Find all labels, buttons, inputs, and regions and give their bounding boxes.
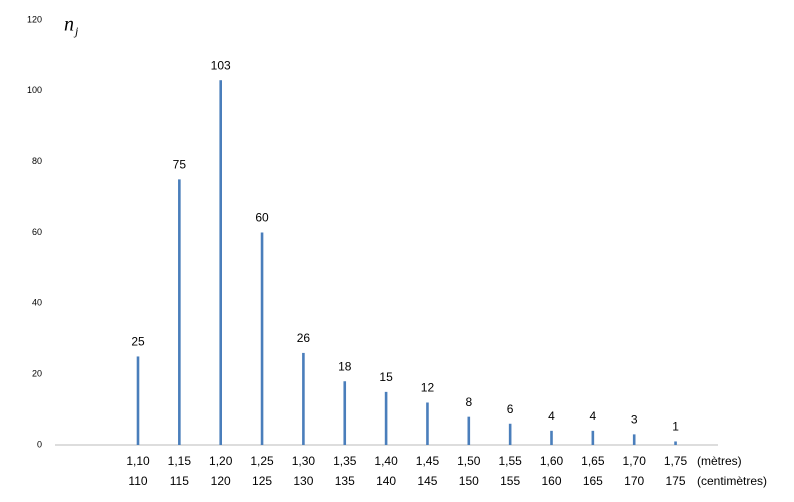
x-tick-label-secondary: 160 xyxy=(541,474,561,488)
x-tick-label: 1,15 xyxy=(168,454,192,468)
data-label: 4 xyxy=(590,409,597,423)
data-label: 3 xyxy=(631,413,638,427)
bar xyxy=(219,80,222,445)
x-unit-label: (mètres) xyxy=(697,454,742,468)
bar xyxy=(302,352,305,445)
x-tick-label-secondary: 150 xyxy=(459,474,479,488)
x-tick-label: 1,60 xyxy=(540,454,564,468)
x-tick-label-secondary: 175 xyxy=(666,474,686,488)
bar xyxy=(426,402,429,445)
x-tick-label: 1,10 xyxy=(126,454,150,468)
x-tick-label-secondary: 110 xyxy=(128,474,147,488)
data-label: 60 xyxy=(255,211,269,225)
data-label: 103 xyxy=(211,58,231,72)
x-tick-label-secondary: 115 xyxy=(170,474,189,488)
x-tick-label-secondary: 165 xyxy=(583,474,603,488)
data-label: 18 xyxy=(338,359,352,373)
bar xyxy=(632,434,636,445)
y-tick-label: 60 xyxy=(32,227,42,237)
x-tick-label: 1,75 xyxy=(664,454,688,468)
y-tick-label: 0 xyxy=(37,439,42,449)
bar xyxy=(136,356,140,445)
data-label: 8 xyxy=(465,395,472,409)
data-label: 26 xyxy=(297,331,311,345)
x-tick-label: 1,40 xyxy=(374,454,398,468)
x-tick-label-secondary: 145 xyxy=(417,474,437,488)
data-label: 4 xyxy=(548,409,555,423)
x-tick-label-secondary: 130 xyxy=(293,474,313,488)
y-tick-label: 80 xyxy=(32,156,42,166)
x-tick-label: 1,45 xyxy=(416,454,440,468)
y-tick-label: 100 xyxy=(27,85,42,95)
x-tick-label: 1,55 xyxy=(498,454,522,468)
bar xyxy=(591,430,595,445)
bar xyxy=(467,416,471,445)
x-tick-label: 1,25 xyxy=(250,454,274,468)
x-tick-label: 1,65 xyxy=(581,454,605,468)
y-axis-label-subscript: j xyxy=(73,24,79,38)
y-tick-label: 40 xyxy=(32,298,42,308)
data-label: 6 xyxy=(507,402,514,416)
bar xyxy=(384,391,388,445)
bar xyxy=(343,381,347,445)
x-tick-label: 1,50 xyxy=(457,454,481,468)
x-tick-label: 1,20 xyxy=(209,454,233,468)
bar xyxy=(178,179,181,445)
y-axis-label: n xyxy=(64,14,74,36)
x-tick-label-secondary: 140 xyxy=(376,474,396,488)
data-label: 1 xyxy=(672,420,679,434)
y-tick-label: 120 xyxy=(27,14,42,24)
x-tick-label-secondary: 170 xyxy=(624,474,644,488)
bar xyxy=(674,441,677,445)
x-tick-label-secondary: 135 xyxy=(335,474,355,488)
x-tick-label: 1,35 xyxy=(333,454,357,468)
x-tick-label-secondary: 155 xyxy=(500,474,520,488)
x-unit-label: (centimètres) xyxy=(697,474,767,488)
data-label: 15 xyxy=(379,370,393,384)
data-label: 25 xyxy=(131,335,145,349)
data-label: 75 xyxy=(173,158,187,172)
x-tick-label: 1,70 xyxy=(623,454,647,468)
bar xyxy=(260,232,264,445)
bar xyxy=(508,423,512,445)
x-tick-label-secondary: 120 xyxy=(211,474,231,488)
data-label: 12 xyxy=(421,381,435,395)
bar xyxy=(550,430,553,445)
x-tick-label: 1,30 xyxy=(292,454,316,468)
x-tick-label-secondary: 125 xyxy=(252,474,272,488)
y-tick-label: 20 xyxy=(32,369,42,379)
